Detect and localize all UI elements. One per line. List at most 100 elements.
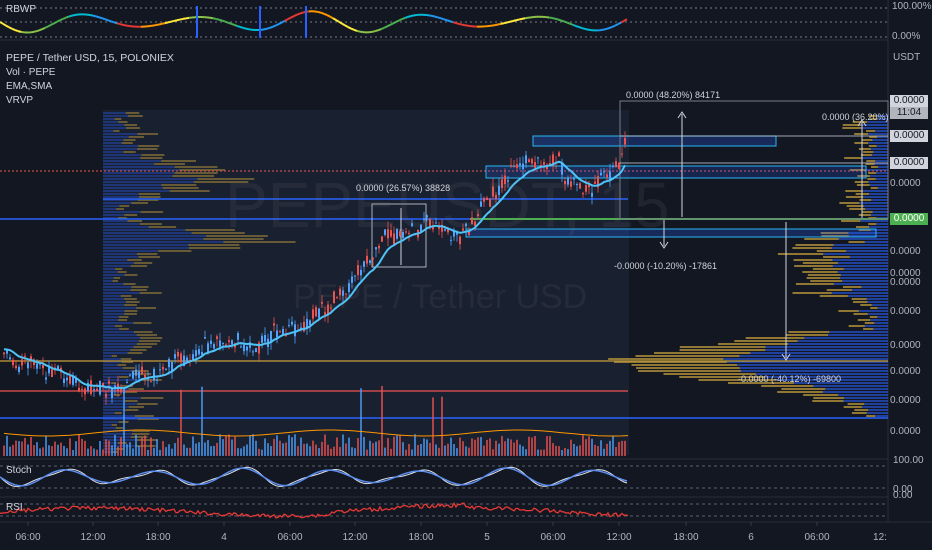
volume-bar [18,441,20,456]
vrvp-bar [843,406,862,408]
vrvp-bar [861,139,873,141]
measure-annotation-3[interactable]: 0.0000 (26.57%) 38828 [356,183,451,193]
vrvp-bar [103,223,140,225]
vrvp-bar [140,157,163,159]
vrvp-bar [739,367,888,369]
vrvp-bar [103,298,125,300]
candle-body [504,175,506,185]
candle-body [177,351,179,357]
measure-annotation-1[interactable]: 0.0000 (48.20%) 84171 [626,90,721,100]
indicator-volume[interactable]: Vol · PEPE [6,67,56,78]
top-pane-0-label: 0.00% [892,31,921,42]
rbwp-wave [44,25,49,29]
candle-body [351,276,353,283]
candle-body [573,178,575,180]
vrvp-bar [103,160,162,162]
volume-bar [189,447,191,456]
candle-body [39,363,41,365]
volume-bar [279,440,281,456]
vrvp-bar [874,163,888,165]
rbwp-wave [221,19,226,23]
vrvp-bar [826,289,852,291]
vrvp-bar [103,289,131,291]
rbwp-wave [350,27,355,31]
symbol-title[interactable]: PEPE / Tether USD, 15, POLONIEX [6,52,174,64]
candle-body [558,152,560,157]
candle-body [432,227,434,230]
vrvp-bar [117,364,127,366]
currency-label[interactable]: USDT [893,52,921,63]
candle-body [285,334,287,337]
volume-bar [597,446,599,456]
rsi-pane-label[interactable]: RSI [6,502,23,513]
vrvp-bar [103,373,134,375]
vrvp-bar [876,115,888,117]
stoch-pane-label[interactable]: Stoch [6,465,32,476]
rbwp-wave [209,16,214,20]
candle-body [492,186,494,197]
volume-bar [354,448,356,456]
rbwp-wave [404,15,409,19]
vrvp-bar [103,325,115,327]
rbwp-wave [428,14,433,17]
volume-bar [594,444,596,456]
volume-bar [564,447,566,456]
candle-body [498,185,500,196]
vrvp-bar [869,136,877,138]
vrvp-bar [734,340,798,342]
measure-annotation-4[interactable]: -0.0000 (-10.20%) -17861 [614,261,718,271]
vrvp-bar [103,385,122,387]
rbwp-wave [287,16,292,21]
rbwp-wave [323,12,328,16]
candle-body [195,350,197,357]
volume-bar [621,440,623,456]
vrvp-bar [822,391,888,393]
top-pane-label[interactable]: RBWP [6,4,36,15]
vrvp-bar [120,358,132,360]
rbwp-wave [161,22,166,25]
candle-body [204,337,206,339]
candle-body [354,275,356,277]
vrvp-bar [124,400,138,402]
rbwp-wave [65,15,70,19]
vrvp-bar [807,274,841,276]
vrvp-bar [868,223,877,225]
vrvp-bar [103,256,139,258]
candle-body [396,228,398,239]
vrvp-bar [877,118,888,120]
volume-bar [435,444,437,456]
vrvp-bar [103,193,139,195]
rbwp-wave [560,19,565,23]
measure-annotation-2[interactable]: 0.0000 (36.20%) [822,112,889,122]
indicator-ema-sma[interactable]: EMA,SMA [6,81,53,92]
candle-body [474,221,476,226]
volume-bar [6,435,8,456]
candle-body [84,388,86,395]
price-axis-label: 0.0000 [890,246,921,257]
vrvp-bar [103,316,119,318]
vrvp-bar [103,424,112,426]
candle-body [240,346,242,348]
rbwp-wave [494,23,499,27]
vrvp-bar [856,184,870,186]
rbwp-wave [608,26,613,30]
rbwp-wave [233,23,238,27]
vrvp-bar [137,403,158,405]
rbwp-wave [35,29,40,33]
volume-bar [480,437,482,456]
candle-body [456,231,458,235]
rbwp-wave [95,15,100,19]
candle-body [309,320,311,326]
vrvp-bar [116,208,124,210]
candle-body [534,162,536,168]
vrvp-bar [103,169,180,171]
measure-annotation-5[interactable]: -0.0000 (-40.12%) -69800 [738,374,842,384]
volume-bar [363,436,365,456]
vrvp-bar [854,142,869,144]
candle-body [255,348,257,353]
candle-body [162,366,164,370]
indicator-vrvp[interactable]: VRVP [6,95,34,106]
vrvp-bar [138,256,160,258]
vrvp-bar [115,427,124,429]
